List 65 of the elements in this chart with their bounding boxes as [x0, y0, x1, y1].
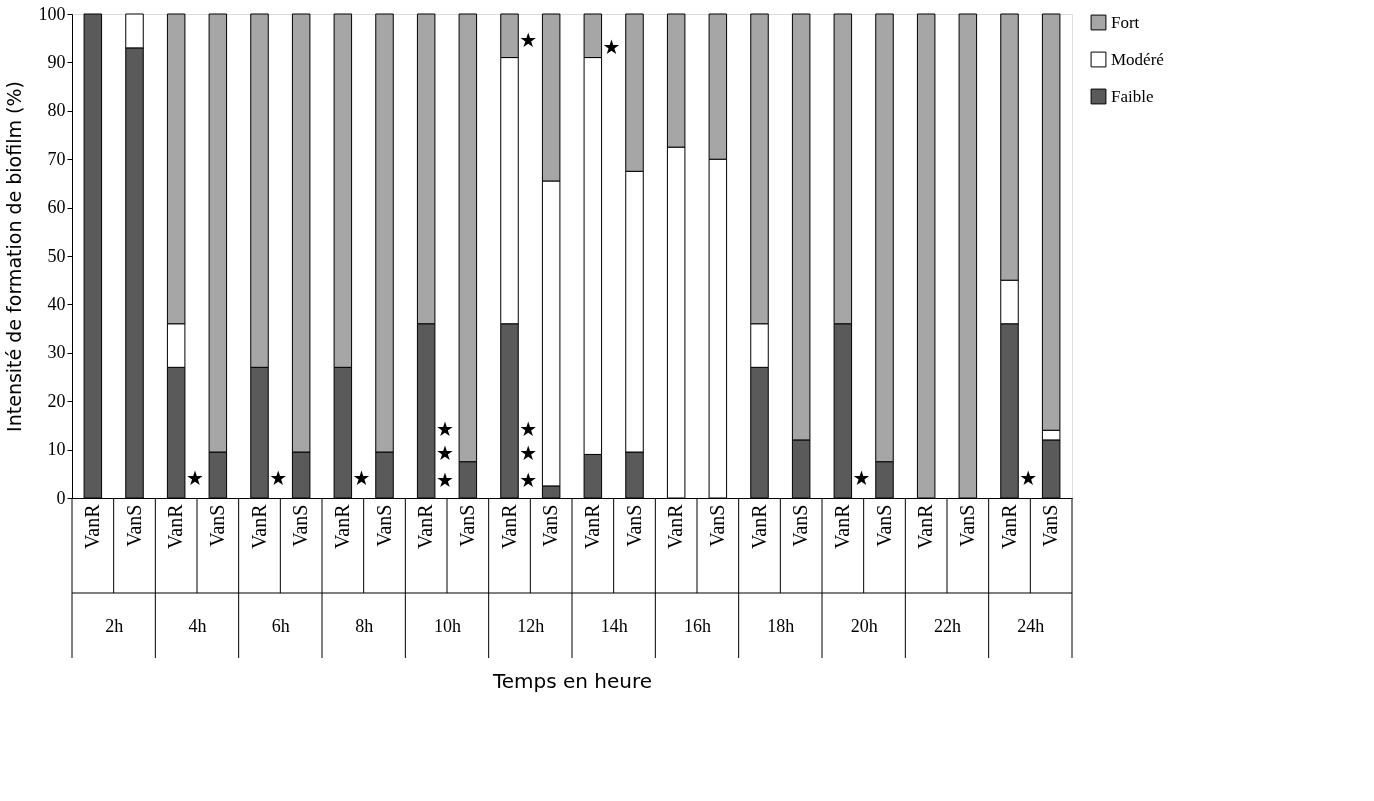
annotation: ★ [1019, 465, 1038, 490]
x-tick-label: VanR [914, 503, 937, 549]
annotation: ★ [435, 417, 454, 442]
annotation: ★ [269, 465, 288, 490]
text: 12h [517, 615, 545, 636]
annotation: ★ [602, 34, 621, 59]
annotation: ★ [435, 441, 454, 466]
annotation: ★ [852, 465, 871, 490]
x-tick-label: VanR [330, 503, 353, 549]
x-tick-label: VanS [539, 504, 562, 547]
x-tick-label: VanS [622, 504, 645, 547]
y-tick-label: 30 [47, 342, 66, 363]
x-tick-label: VanS [372, 504, 395, 547]
annotation: ★ [519, 468, 538, 493]
y-tick-label: 10 [47, 439, 66, 460]
legend-label: Faible [1111, 86, 1154, 106]
x-tick-label: VanR [997, 503, 1020, 549]
x-tick-label: VanR [414, 503, 437, 549]
x-tick-label: VanS [955, 504, 978, 547]
x-tick-label: VanS [455, 504, 478, 547]
annotation: ★ [519, 417, 538, 442]
text: 16h [684, 615, 711, 636]
y-tick-label: 50 [47, 245, 66, 266]
x-tick-label: VanS [789, 504, 812, 547]
x-tick-label: VanR [164, 503, 187, 549]
text: 18h [767, 615, 795, 636]
text: Temps en heure [491, 668, 653, 693]
x-tick-label: VanR [80, 503, 103, 549]
text: 4h [188, 615, 207, 636]
text: 8h [355, 615, 374, 636]
text: 6h [271, 615, 290, 636]
text: 22h [934, 615, 961, 636]
x-tick-label: VanR [580, 503, 603, 549]
y-tick-label: 100 [38, 3, 66, 24]
y-tick-label: 20 [47, 390, 66, 411]
x-tick-label: VanR [830, 503, 853, 549]
x-tick-label: VanR [664, 503, 687, 549]
y-axis-title: Intensité de formation de biofilm (%) [2, 81, 25, 432]
x-tick-label: VanR [747, 503, 770, 549]
annotation: ★ [519, 441, 538, 466]
x-tick-label: VanS [289, 504, 312, 547]
annotation: ★ [435, 468, 454, 493]
text: 10h [434, 615, 461, 636]
x-tick-label: VanS [1039, 504, 1062, 547]
y-tick-label: 40 [47, 293, 66, 314]
y-tick-label: 0 [56, 487, 66, 508]
x-tick-label: VanS [122, 504, 145, 547]
text: 24h [1017, 615, 1045, 636]
legend-label: Fort [1111, 12, 1140, 32]
x-tick-label: VanS [205, 504, 228, 547]
y-tick-label: 90 [47, 51, 66, 72]
y-tick-label: 70 [47, 148, 66, 169]
y-tick-label: 60 [47, 197, 66, 218]
text: 2h [105, 615, 124, 636]
annotation: ★ [519, 27, 538, 52]
x-tick-label: VanR [247, 503, 270, 549]
annotation: ★ [352, 465, 371, 490]
x-tick-label: VanS [705, 504, 728, 547]
annotation: ★ [185, 465, 204, 490]
legend-label: Modéré [1111, 49, 1164, 69]
x-tick-label: VanR [497, 503, 520, 549]
text: 14h [600, 615, 628, 636]
y-tick-label: 80 [47, 100, 66, 121]
x-tick-label: VanS [872, 504, 895, 547]
text: 20h [850, 615, 878, 636]
